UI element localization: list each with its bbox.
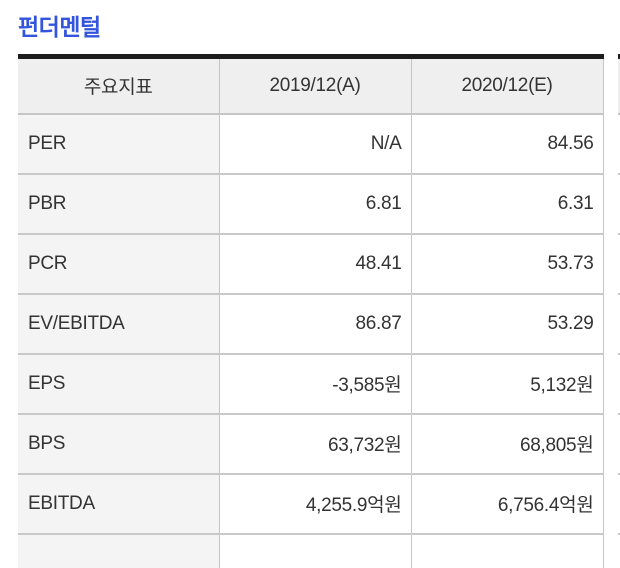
cell-2019-12-a <box>219 533 412 568</box>
cell-2019-12-a: 6.81 <box>219 173 412 235</box>
row-label: EBITDA <box>18 473 220 535</box>
cell-2019-12-a: 63,732원 <box>219 413 412 475</box>
table-row <box>18 533 604 568</box>
table-row: EBITDA 4,255.9억원 6,756.4억원 <box>18 473 604 535</box>
sliver-header-row <box>617 56 620 115</box>
cell-2020-12-e: 84.56 <box>411 113 604 175</box>
row-label: EV/EBITDA <box>18 293 220 355</box>
header-2020-12-e: 2020/12(E) <box>411 56 604 115</box>
cell-2019-12-a: 86.87 <box>219 293 412 355</box>
row-label: PBR <box>18 173 220 235</box>
next-column-table-sliver <box>617 54 620 568</box>
table-row: BPS 63,732원 68,805원 <box>18 413 604 475</box>
cell-2020-12-e: 6.31 <box>411 173 604 235</box>
sliver-cell <box>617 173 620 235</box>
cell-2020-12-e <box>411 533 604 568</box>
cell-2020-12-e: 68,805원 <box>411 413 604 475</box>
header-2019-12-a: 2019/12(A) <box>219 56 412 115</box>
sliver-table-row <box>617 113 620 175</box>
sliver-cell <box>617 113 620 175</box>
sliver-cell <box>617 533 620 568</box>
sliver-table-row <box>617 233 620 295</box>
section-title: 펀더멘털 <box>18 14 101 40</box>
table-row: PBR 6.81 6.31 <box>18 173 604 235</box>
sliver-cell <box>617 293 620 355</box>
sliver-table-row <box>617 413 620 475</box>
fundamental-table: 주요지표 2019/12(A) 2020/12(E) PER N/A 84.56 PB… <box>18 54 604 568</box>
sliver-table-row <box>617 353 620 415</box>
sliver-cell <box>617 353 620 415</box>
table-row: EV/EBITDA 86.87 53.29 <box>18 293 604 355</box>
cell-2020-12-e: 5,132원 <box>411 353 604 415</box>
table-row: PCR 48.41 53.73 <box>18 233 604 295</box>
header-row: 주요지표 2019/12(A) 2020/12(E) <box>18 56 604 115</box>
fundamental-table-area: 주요지표 2019/12(A) 2020/12(E) PER N/A 84.56 PB… <box>18 54 620 568</box>
sliver-cell <box>617 233 620 295</box>
sliver-table-row <box>617 473 620 535</box>
row-label: BPS <box>18 413 220 475</box>
sliver-cell <box>617 413 620 475</box>
table-row: PER N/A 84.56 <box>18 113 604 175</box>
sliver-cell <box>617 473 620 535</box>
cell-2020-12-e: 6,756.4억원 <box>411 473 604 535</box>
sliver-table-row <box>617 293 620 355</box>
row-label: PER <box>18 113 220 175</box>
row-label <box>18 533 220 568</box>
cell-2020-12-e: 53.29 <box>411 293 604 355</box>
cell-2020-12-e: 53.73 <box>411 233 604 295</box>
sliver-table-row <box>617 173 620 235</box>
cell-2019-12-a: 48.41 <box>219 233 412 295</box>
sliver-table-row <box>617 533 620 568</box>
row-label: EPS <box>18 353 220 415</box>
table-row: EPS -3,585원 5,132원 <box>18 353 604 415</box>
row-label: PCR <box>18 233 220 295</box>
cell-2019-12-a: 4,255.9억원 <box>219 473 412 535</box>
cell-2019-12-a: N/A <box>219 113 412 175</box>
header-key-indicator: 주요지표 <box>18 56 220 115</box>
sliver-header-cell <box>617 56 620 115</box>
cell-2019-12-a: -3,585원 <box>219 353 412 415</box>
